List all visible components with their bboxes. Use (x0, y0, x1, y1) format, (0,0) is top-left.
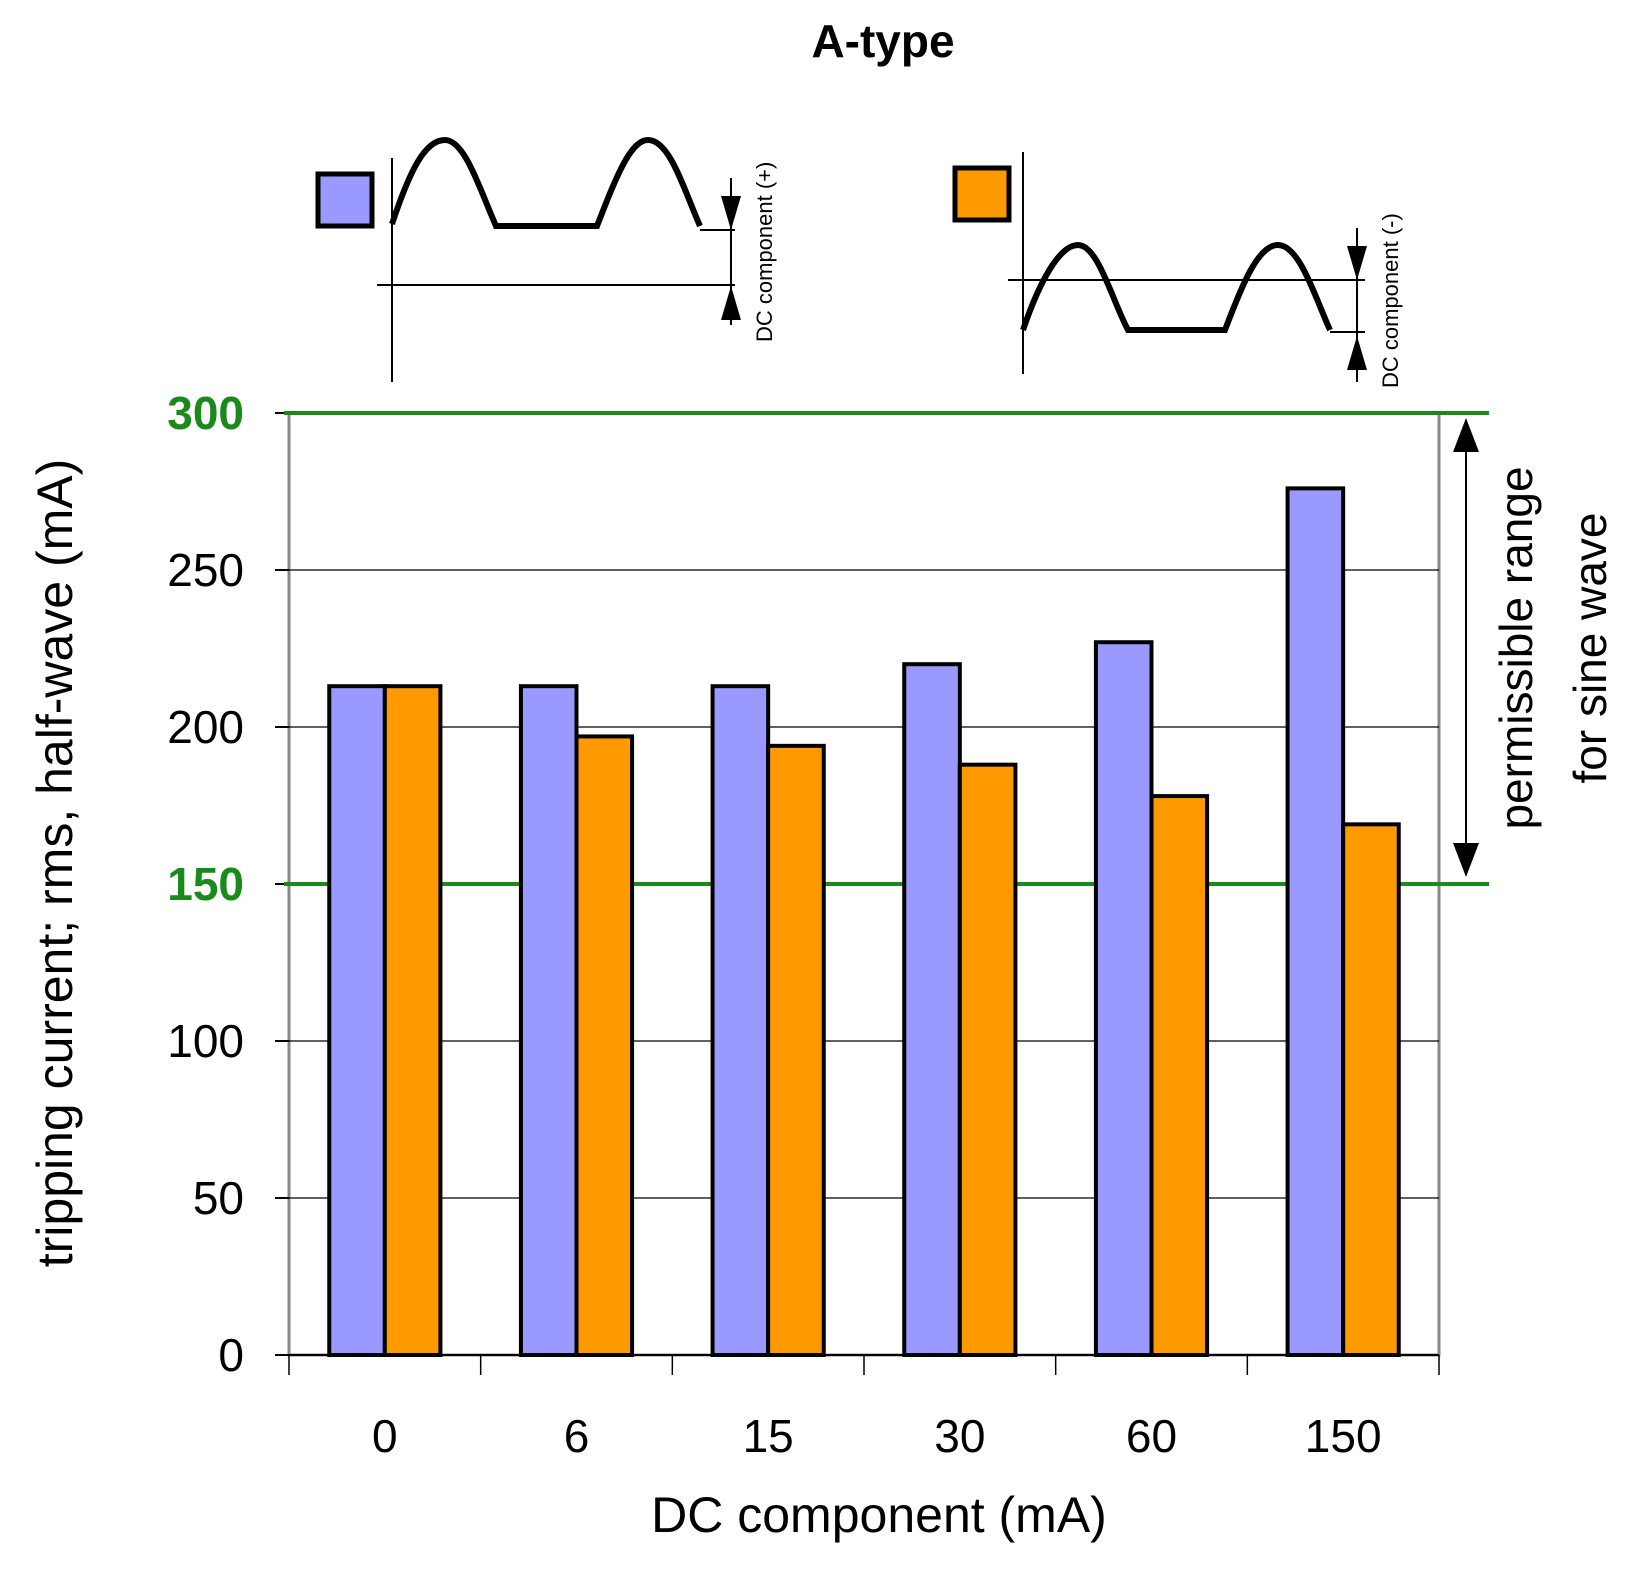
x-axis: 0 6 15 30 60 150 (288, 1354, 1440, 1462)
legend-swatch-negative (952, 165, 1012, 223)
legend-positive: DC component (+) (315, 136, 777, 382)
y-tick-label: 0 (218, 1329, 244, 1381)
range-label-line1: permissible range (1490, 466, 1542, 829)
bar-negative-150 (1341, 822, 1401, 1357)
y-tick-label: 200 (167, 701, 244, 753)
y-tick-label: 300 (167, 387, 244, 439)
legend-negative: DC component (-) (952, 152, 1403, 388)
bar-negative-30 (957, 762, 1018, 1357)
bar-negative-0 (382, 684, 443, 1357)
bar-positive-60 (1093, 640, 1154, 1357)
x-tick-label: 6 (564, 1410, 590, 1462)
x-tick-label: 150 (1305, 1410, 1382, 1462)
x-tick-label: 15 (743, 1410, 794, 1462)
legend-swatch-positive (315, 171, 375, 229)
bar-positive-0 (327, 684, 387, 1357)
range-label-line2: for sine wave (1564, 512, 1616, 783)
bar-negative-6 (574, 734, 635, 1357)
arrow-up-icon (1347, 336, 1367, 370)
arrow-down-icon (1347, 246, 1367, 280)
y-axis-label: tripping current; rms, half-wave (mA) (27, 459, 83, 1268)
y-tick-label: 150 (167, 858, 244, 910)
bar-positive-150 (1285, 486, 1346, 1357)
x-tick-label: 0 (372, 1410, 398, 1462)
permissible-range: permissible range for sine wave (1453, 418, 1616, 877)
bar-positive-15 (710, 684, 771, 1357)
x-axis-label: DC component (mA) (651, 1487, 1107, 1543)
y-axis: 0 50 100 150 200 250 300 (167, 387, 289, 1381)
arrow-down-icon (721, 196, 741, 230)
arrow-down-icon (1453, 843, 1479, 877)
arrow-up-icon (1453, 418, 1479, 452)
x-tick-label: 30 (934, 1410, 985, 1462)
half-wave-positive-icon (389, 136, 703, 229)
legend-label-negative: DC component (-) (1378, 213, 1403, 388)
bar-negative-15 (766, 743, 826, 1357)
half-wave-negative-icon (1020, 241, 1333, 333)
chart-title: A-type (811, 15, 954, 67)
y-tick-label: 100 (167, 1015, 244, 1067)
x-tick-label: 60 (1126, 1410, 1177, 1462)
bar-negative-60 (1149, 794, 1210, 1357)
gridlines (289, 569, 1439, 1199)
y-tick-label: 250 (167, 544, 244, 596)
y-tick-label: 50 (193, 1172, 244, 1224)
arrow-up-icon (721, 286, 741, 320)
bars (327, 486, 1401, 1357)
legend-label-positive: DC component (+) (752, 162, 777, 342)
bar-positive-6 (518, 684, 579, 1357)
bar-positive-30 (902, 662, 962, 1357)
